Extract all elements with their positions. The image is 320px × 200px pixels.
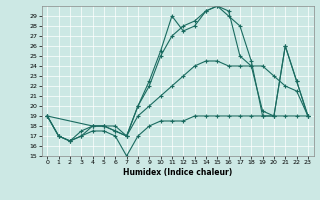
X-axis label: Humidex (Indice chaleur): Humidex (Indice chaleur) <box>123 168 232 177</box>
